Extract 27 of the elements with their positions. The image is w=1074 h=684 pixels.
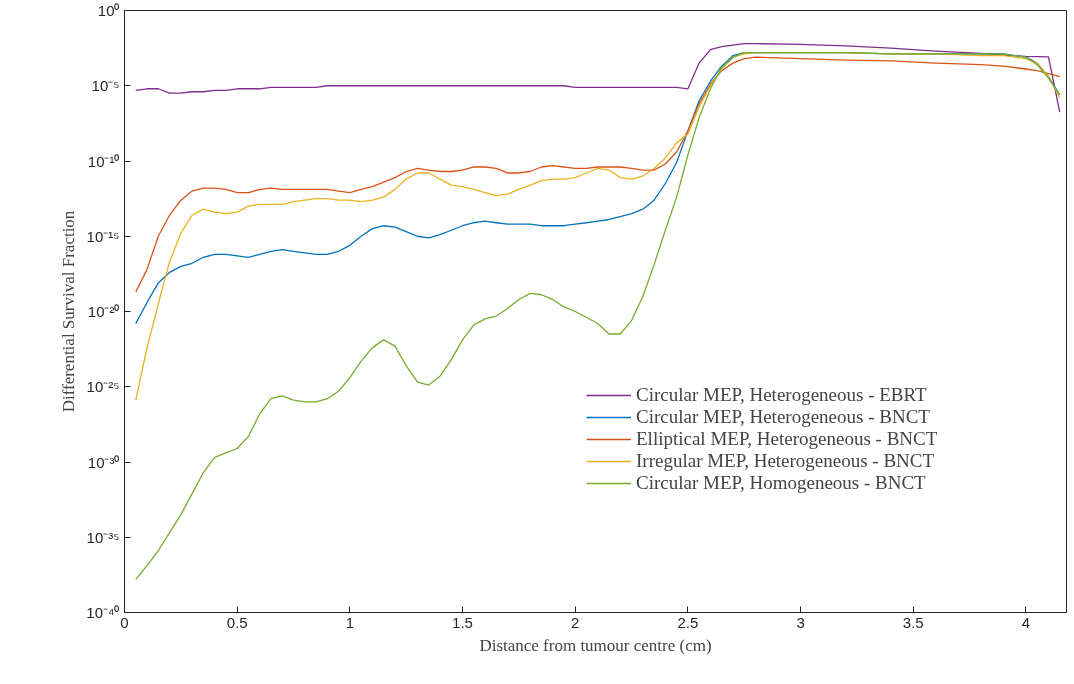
x-tick-label: 3 bbox=[796, 613, 805, 631]
legend-label: Circular MEP, Homogeneous - BNCT bbox=[636, 472, 926, 494]
x-tick-label: 1 bbox=[345, 613, 355, 631]
x-tick-label: 1.5 bbox=[452, 613, 473, 631]
x-tick-label: 2.5 bbox=[677, 613, 699, 631]
line-series bbox=[135, 42, 1061, 113]
y-tick-label: 10⁻³⁰ bbox=[87, 453, 120, 471]
y-tick-label: 10⁻⁴⁰ bbox=[86, 604, 120, 621]
legend-label: Irregular MEP, Heterogeneous - BNCT bbox=[636, 450, 935, 472]
x-axis-title: Distance from tumour centre (cm) bbox=[479, 635, 712, 655]
y-tick-label: 10⁻¹⁵ bbox=[86, 227, 120, 245]
y-tick-label: 10⁻³⁵ bbox=[86, 528, 120, 546]
y-tick-label: 10⁻⁵ bbox=[91, 77, 120, 95]
y-tick-label: 10⁻¹⁰ bbox=[87, 152, 120, 170]
x-tick-label: 0.5 bbox=[226, 613, 248, 631]
line-series bbox=[135, 51, 1061, 580]
x-tick-label: 2 bbox=[571, 613, 580, 631]
y-tick-label: 10⁻²⁵ bbox=[86, 378, 120, 396]
legend-label: Elliptical MEP, Heterogeneous - BNCT bbox=[636, 428, 938, 450]
x-tick-label: 3.5 bbox=[902, 613, 924, 631]
y-tick-label: 10⁰ bbox=[97, 2, 120, 19]
y-axis-title: Differential Survival Fraction bbox=[59, 210, 79, 413]
legend-label: Circular MEP, Heterogeneous - EBRT bbox=[636, 384, 927, 406]
legend-label: Circular MEP, Heterogeneous - BNCT bbox=[636, 406, 930, 428]
x-tick-label: 4 bbox=[1021, 613, 1031, 631]
y-tick-label: 10⁻²⁰ bbox=[87, 303, 120, 320]
x-tick-label: 0 bbox=[120, 613, 129, 631]
